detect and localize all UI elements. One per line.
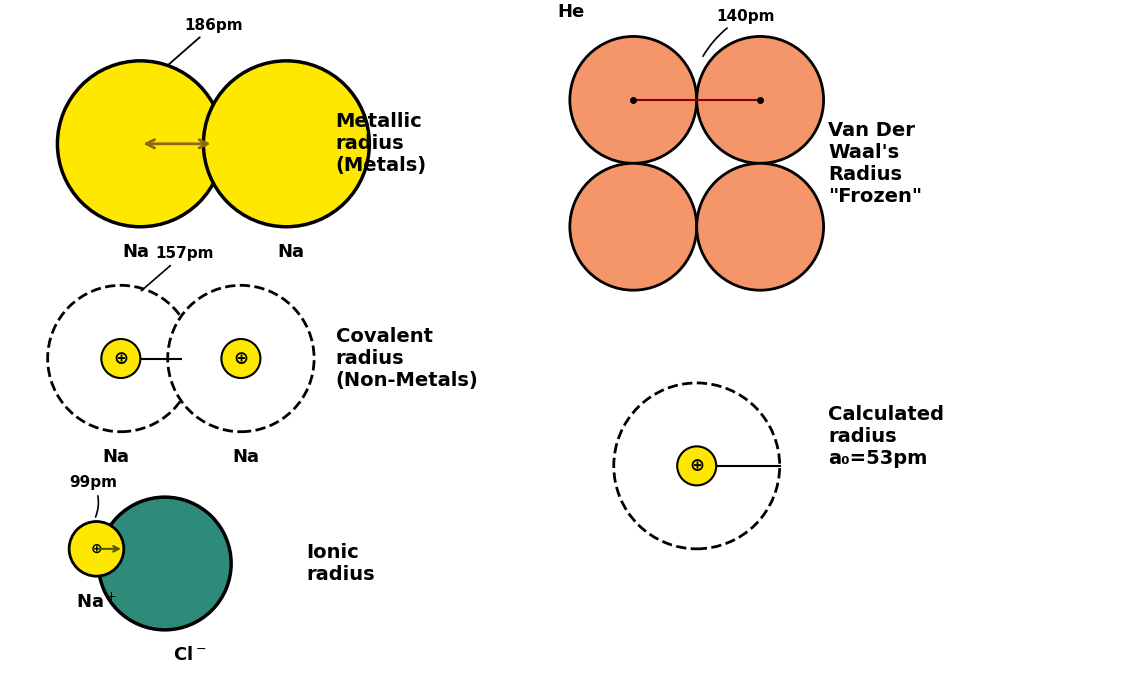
Circle shape [697, 163, 823, 291]
Text: Ionic
radius: Ionic radius [306, 543, 375, 584]
Text: ⊕: ⊕ [689, 457, 704, 475]
Text: Na: Na [278, 243, 305, 261]
Text: Metallic
radius
(Metals): Metallic radius (Metals) [336, 113, 427, 175]
Circle shape [47, 285, 194, 432]
Circle shape [570, 163, 697, 291]
Circle shape [677, 446, 716, 486]
Circle shape [570, 36, 697, 163]
Circle shape [614, 383, 779, 549]
Circle shape [57, 61, 223, 226]
Circle shape [98, 497, 231, 630]
Text: ⊕: ⊕ [91, 542, 102, 556]
Text: Na$^+$: Na$^+$ [75, 593, 117, 612]
Circle shape [697, 36, 823, 163]
Text: ⊕: ⊕ [233, 349, 249, 368]
Text: Na: Na [232, 448, 259, 466]
Circle shape [101, 339, 141, 378]
Text: Na: Na [102, 448, 129, 466]
Text: Van Der
Waal's
Radius
"Frozen": Van Der Waal's Radius "Frozen" [829, 121, 922, 206]
Text: 99pm: 99pm [69, 475, 117, 517]
Text: Calculated
radius
a₀=53pm: Calculated radius a₀=53pm [829, 405, 945, 468]
Circle shape [222, 339, 260, 378]
Text: Na: Na [122, 243, 149, 261]
Text: Covalent
radius
(Non-Metals): Covalent radius (Non-Metals) [336, 327, 479, 390]
Text: 186pm: 186pm [168, 18, 243, 65]
Circle shape [204, 61, 369, 226]
Text: 140pm: 140pm [703, 9, 775, 56]
Text: 157pm: 157pm [141, 246, 214, 291]
Text: Cl$^-$: Cl$^-$ [172, 647, 206, 664]
Text: He: He [557, 3, 584, 20]
Circle shape [69, 522, 124, 576]
Text: ⊕: ⊕ [114, 349, 128, 368]
Circle shape [168, 285, 314, 432]
